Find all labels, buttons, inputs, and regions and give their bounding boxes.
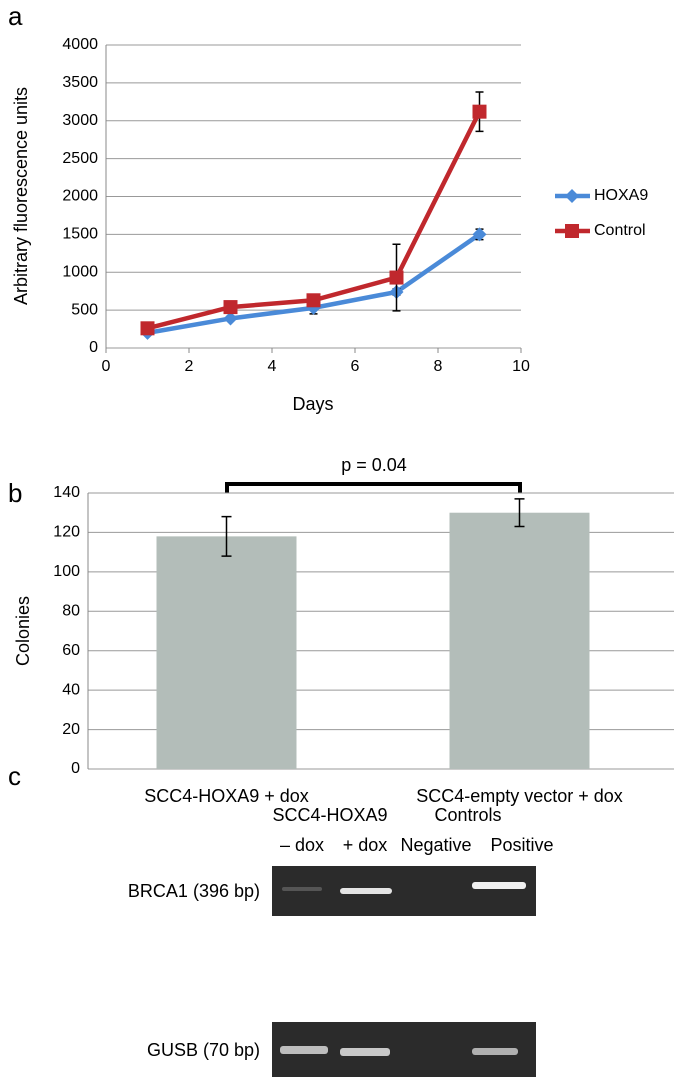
y-tick-label: 140 — [53, 484, 80, 501]
marker — [306, 293, 321, 308]
group-label: Controls — [434, 805, 501, 825]
marker — [223, 311, 238, 326]
panel-label: a — [8, 1, 23, 31]
row-label: BRCA1 (396 bp) — [128, 881, 260, 901]
y-tick-label: 3000 — [62, 112, 98, 129]
marker — [472, 104, 487, 119]
x-tick-label: SCC4-empty vector + dox — [416, 786, 623, 806]
panel-label: c — [8, 761, 21, 791]
gel-band — [472, 882, 526, 889]
bar — [156, 536, 297, 769]
series-line — [147, 232, 481, 336]
gel-band — [340, 888, 392, 894]
error-bar — [221, 515, 232, 557]
x-tick-label: 6 — [351, 358, 360, 375]
y-tick-label: 2500 — [62, 150, 98, 167]
gel-band — [282, 887, 322, 891]
x-tick-label: 4 — [268, 358, 277, 375]
x-tick-label: SCC4-HOXA9 + dox — [144, 786, 309, 806]
y-tick-label: 80 — [62, 603, 80, 620]
y-tick-label: 40 — [62, 681, 80, 698]
y-tick-label: 3500 — [62, 74, 98, 91]
significance-bracket — [225, 482, 522, 493]
panel-label: b — [8, 478, 22, 508]
x-tick-label: 10 — [512, 358, 530, 375]
y-tick-label: 1500 — [62, 226, 98, 243]
lane-label: – dox — [280, 835, 324, 855]
marker — [389, 270, 404, 285]
legend-marker — [565, 189, 579, 203]
row-label: GUSB (70 bp) — [147, 1040, 260, 1060]
gel-band — [280, 1046, 328, 1054]
marker — [223, 300, 238, 315]
y-tick-label: 2000 — [62, 188, 98, 205]
y-tick-label: 0 — [89, 339, 98, 356]
y-axis-label: Arbitrary fluorescence units — [11, 87, 31, 305]
x-tick-label: 2 — [185, 358, 194, 375]
annotation: p = 0.04 — [341, 455, 407, 475]
y-tick-label: 1000 — [62, 263, 98, 280]
y-tick-label: 500 — [71, 301, 98, 318]
group-label: SCC4-HOXA9 — [272, 805, 387, 825]
y-tick-label: 0 — [71, 760, 80, 777]
marker — [140, 321, 155, 336]
y-axis-label: Colonies — [13, 596, 33, 666]
y-tick-label: 4000 — [62, 36, 98, 53]
error-bar — [514, 498, 525, 528]
lane-label: Negative — [400, 835, 471, 855]
y-tick-label: 100 — [53, 563, 80, 580]
y-tick-label: 20 — [62, 721, 80, 738]
x-tick-label: 8 — [434, 358, 443, 375]
legend-label: Control — [594, 222, 646, 239]
y-tick-label: 120 — [53, 524, 80, 541]
x-tick-label: 0 — [102, 358, 111, 375]
x-axis-label: Days — [292, 394, 333, 414]
y-tick-label: 60 — [62, 642, 80, 659]
marker — [472, 227, 487, 242]
bar — [449, 512, 590, 769]
legend-label: HOXA9 — [594, 187, 648, 204]
legend-marker — [565, 224, 579, 238]
gel-band — [472, 1048, 518, 1055]
lane-label: Positive — [490, 835, 553, 855]
gel-band — [340, 1048, 390, 1056]
lane-label: + dox — [343, 835, 388, 855]
